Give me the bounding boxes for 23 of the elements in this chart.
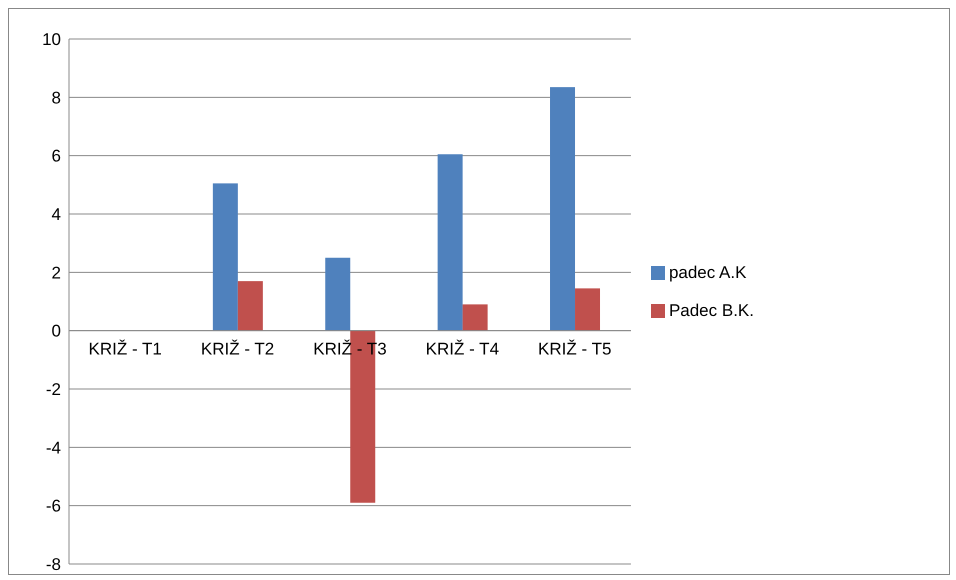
x-tick-label: KRIŽ - T5: [538, 340, 612, 359]
x-tick-label: KRIŽ - T2: [200, 340, 274, 359]
y-tick-label: 8: [52, 88, 61, 108]
y-tick-label: 10: [42, 30, 61, 50]
bar: [575, 288, 600, 331]
y-tick-label: 6: [52, 146, 61, 166]
y-tick-label: -2: [46, 380, 61, 400]
y-tick-label: -8: [46, 555, 61, 574]
bar: [238, 281, 263, 331]
legend-label: padec A.K: [668, 262, 746, 282]
bar: [462, 304, 488, 331]
bar: [438, 154, 463, 331]
y-tick-label: 2: [52, 263, 61, 282]
y-tick-label: -6: [46, 496, 61, 516]
legend-label: Padec B.K.: [668, 300, 754, 320]
bar: [550, 87, 576, 331]
y-tick-label: 4: [52, 205, 61, 224]
bar: [325, 258, 350, 331]
bar: [212, 183, 238, 331]
x-tick-label: KRIŽ - T1: [88, 340, 162, 359]
x-tick-label: KRIŽ - T4: [426, 340, 500, 359]
y-tick-label: 0: [52, 322, 61, 341]
y-tick-label: -4: [46, 438, 61, 458]
